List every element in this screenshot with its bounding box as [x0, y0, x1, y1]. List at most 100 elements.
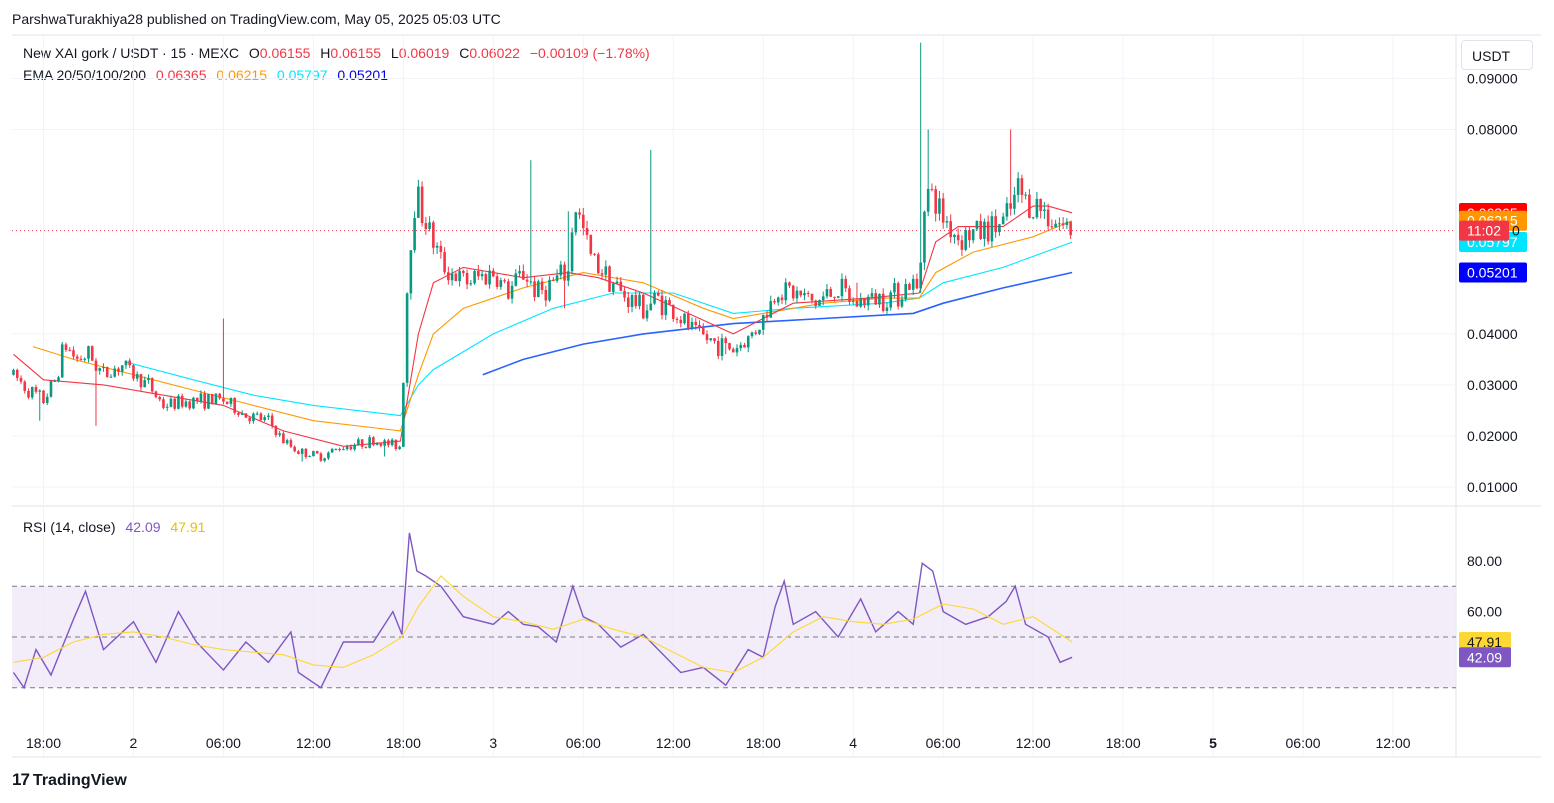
- candle-body: [64, 344, 68, 350]
- candle-body: [1028, 194, 1031, 218]
- candle-body: [923, 211, 926, 263]
- candle-body: [874, 293, 878, 305]
- candle-body: [1009, 203, 1012, 209]
- candle-body: [417, 186, 420, 218]
- author-name[interactable]: ParshwaTurakhiya28: [12, 11, 143, 27]
- price-tick-label: 0.03000: [1467, 377, 1518, 393]
- candle-body: [814, 300, 818, 306]
- candle-body: [567, 271, 570, 281]
- candle-body: [544, 290, 548, 301]
- candle-body: [349, 446, 353, 450]
- tradingview-logo[interactable]: 17 TradingView: [12, 770, 127, 790]
- candle-body: [1069, 221, 1072, 236]
- rsi-badge-bg: [1459, 647, 1511, 668]
- candle-body: [443, 252, 446, 273]
- candle-body: [795, 290, 799, 299]
- candle-body: [1039, 198, 1042, 212]
- candle-body: [240, 413, 244, 415]
- candle-body: [754, 332, 758, 334]
- candle-body: [83, 358, 87, 360]
- ema-label[interactable]: EMA 20/50/100/200: [23, 67, 146, 83]
- candle-body: [776, 297, 780, 303]
- candle-body: [533, 281, 536, 298]
- candle-body: [889, 292, 892, 308]
- candle-body: [510, 285, 514, 299]
- price-tick-label: 0.09000: [1467, 70, 1518, 86]
- candle-body: [938, 198, 941, 214]
- currency-unit-button[interactable]: USDT: [1461, 40, 1533, 70]
- candle-body: [428, 222, 431, 229]
- candle-body: [522, 271, 525, 280]
- candle-body: [225, 401, 229, 404]
- candle-body: [799, 290, 803, 296]
- candle-body: [968, 230, 971, 241]
- candle-body: [53, 380, 57, 382]
- price-tick-label: 0.01000: [1467, 479, 1518, 495]
- candle-body: [716, 341, 720, 356]
- candle-body: [765, 314, 769, 318]
- candle-body: [563, 264, 566, 281]
- candle-body: [150, 378, 154, 392]
- symbol-title[interactable]: New XAI gork / USDT · 15 · MEXC: [23, 45, 240, 61]
- time-tick-label: 3: [489, 735, 497, 751]
- candle-body: [743, 344, 746, 348]
- candle-body: [424, 223, 428, 229]
- change-value: −0.00109 (−1.78%): [529, 45, 650, 61]
- candle-body: [177, 395, 180, 409]
- candle-body: [300, 448, 304, 454]
- candle-body: [780, 297, 784, 301]
- rsi-label[interactable]: RSI (14, close): [23, 519, 116, 535]
- candle-body: [709, 338, 713, 341]
- candle-body: [180, 395, 184, 407]
- rsi-ma-value: 47.91: [170, 519, 206, 535]
- candle-body: [555, 275, 559, 281]
- candle-body: [402, 382, 405, 447]
- candle-body: [589, 234, 593, 254]
- candle-body: [169, 398, 173, 407]
- candle-body: [720, 338, 724, 356]
- rsi-badge: 42.09: [1467, 649, 1502, 665]
- candle-body: [68, 349, 72, 351]
- candle-body: [308, 456, 311, 458]
- rsi-legend: RSI (14, close) 42.09 47.91: [23, 519, 205, 535]
- low-value: 0.06019: [398, 45, 450, 61]
- price-tick-label: 0.04000: [1467, 326, 1518, 342]
- candle-body: [379, 443, 383, 446]
- candle-body: [773, 301, 776, 303]
- candle-body: [926, 188, 930, 212]
- candle-body: [600, 273, 604, 275]
- candle-body: [761, 314, 765, 330]
- ema20-value: 0.06365: [155, 67, 207, 83]
- candle-body: [998, 224, 1001, 233]
- candle-body: [881, 293, 885, 311]
- candle-body: [289, 440, 293, 447]
- candle-body: [518, 271, 521, 274]
- candle-body: [1020, 178, 1024, 195]
- candle-body: [694, 321, 698, 326]
- candle-body: [724, 338, 728, 344]
- time-tick-label: 12:00: [1375, 735, 1410, 751]
- candle-body: [859, 298, 863, 307]
- candle-body: [473, 271, 476, 284]
- candle-body: [731, 349, 735, 353]
- candle-body: [383, 440, 386, 446]
- candle-body: [540, 281, 544, 291]
- candle-body: [818, 300, 821, 306]
- candle-body: [1024, 194, 1027, 196]
- candle-body: [896, 283, 900, 307]
- candle-body: [507, 281, 510, 299]
- candle-body: [323, 458, 326, 461]
- candle-body: [863, 298, 866, 306]
- candle-body: [75, 356, 79, 359]
- candle-body: [184, 401, 188, 407]
- candle-body: [683, 313, 686, 324]
- candle-body: [23, 381, 27, 391]
- candle-body: [42, 390, 45, 404]
- time-tick-label: 4: [849, 735, 857, 751]
- candle-body: [638, 294, 641, 307]
- candle-body: [623, 290, 626, 298]
- candle-body: [319, 453, 323, 461]
- candle-body: [604, 266, 608, 275]
- candle-body: [199, 393, 203, 402]
